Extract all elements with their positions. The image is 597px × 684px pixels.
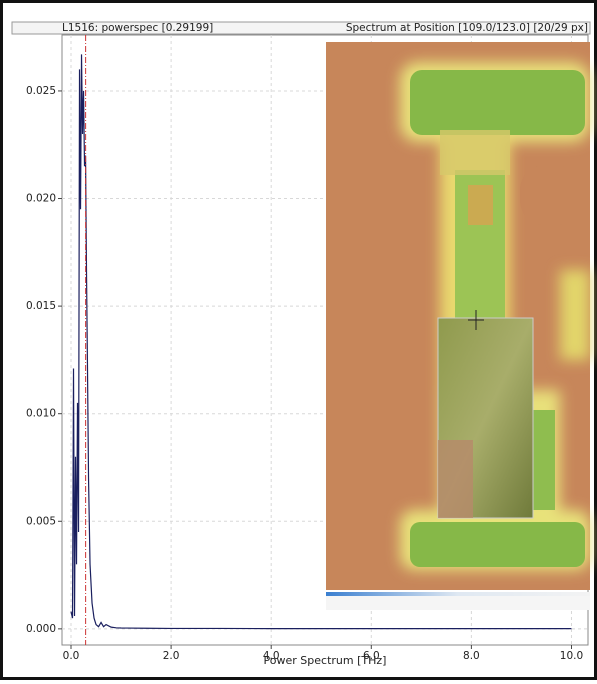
y-tick-label: 0.020 [26,193,56,205]
x-tick-label: 10.0 [560,650,583,662]
spectrum-line [70,54,572,630]
x-tick-label: 0.0 [63,650,80,662]
y-tick-label: 0.005 [26,515,56,527]
ticks: 0.0 2.0 4.0 6.0 8.0 10.0 0.000 0.005 0.010 0.015 0… [26,85,583,662]
header-left: L1516: powerspec [0.29199] [62,22,213,34]
x-axis-label: Power Spectrum [THz] [264,654,387,667]
y-tick-label: 0.015 [26,300,56,312]
header-bar [11,21,591,35]
x-tick-label: 6.0 [363,650,380,662]
y-tick-label: 0.025 [26,85,56,97]
y-tick-label: 0.010 [26,408,56,420]
x-tick-label: 8.0 [463,650,480,662]
header-right: Spectrum at Position [109.0/123.0] [20/2… [346,22,588,34]
x-tick-label: 4.0 [263,650,280,662]
inset-image [326,42,590,610]
x-tick-label: 2.0 [163,650,180,662]
y-tick-label: 0.000 [26,623,56,635]
data-layer [70,35,572,645]
